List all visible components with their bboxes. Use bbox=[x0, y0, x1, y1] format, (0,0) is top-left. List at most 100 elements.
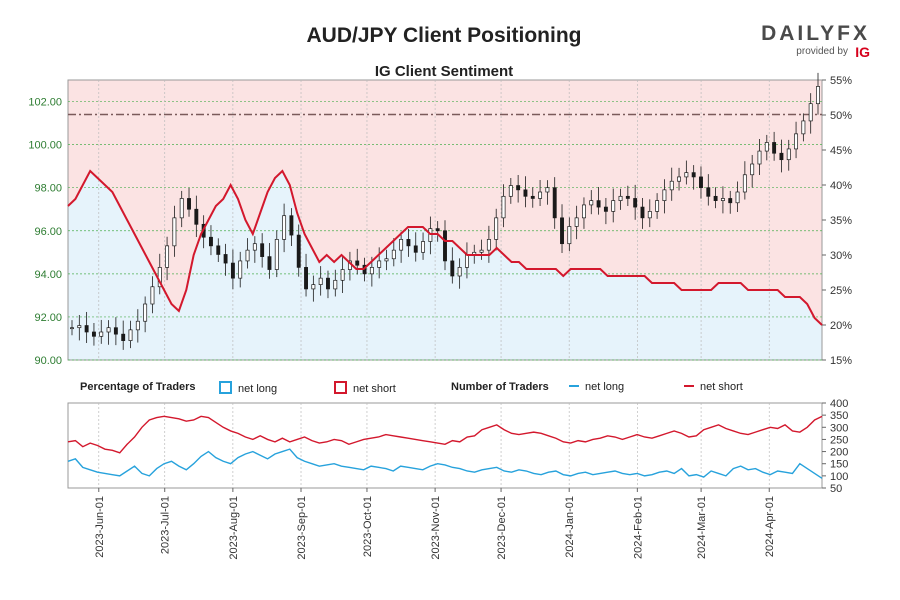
candle-body bbox=[172, 217, 177, 247]
candle-body bbox=[530, 195, 535, 199]
legend-short-line bbox=[684, 385, 694, 387]
candle-body bbox=[713, 195, 718, 201]
date-tick-label: 2024-Apr-01 bbox=[764, 496, 776, 557]
candle-body bbox=[267, 256, 272, 270]
candle-body bbox=[603, 206, 608, 212]
pct-tick-label: 15% bbox=[830, 355, 852, 367]
count-tick-label: 350 bbox=[830, 410, 848, 422]
candle-body bbox=[699, 176, 703, 189]
legend-pct-long: net long bbox=[219, 381, 277, 395]
pct-tick-label: 45% bbox=[830, 145, 852, 157]
candle-body bbox=[428, 228, 433, 242]
candle-body bbox=[399, 239, 404, 251]
candle-body bbox=[135, 320, 140, 331]
candle-body bbox=[786, 148, 791, 161]
candle-body bbox=[691, 172, 696, 178]
candle-body bbox=[311, 284, 316, 290]
count-tick-label: 300 bbox=[830, 422, 848, 434]
candle-body bbox=[194, 208, 199, 225]
pct-tick-label: 25% bbox=[830, 285, 852, 297]
net-long-pct-line bbox=[67, 169, 823, 326]
legend-num-long: net long bbox=[569, 381, 624, 393]
count-tick-label: 200 bbox=[830, 447, 848, 459]
candle-body bbox=[333, 279, 338, 290]
candle-body bbox=[486, 239, 491, 251]
candle-body bbox=[757, 150, 762, 165]
price-tick-label: 94.00 bbox=[34, 269, 62, 281]
candle-body bbox=[479, 249, 484, 253]
candle-body bbox=[501, 195, 506, 219]
candle-body bbox=[187, 198, 191, 210]
candle-body bbox=[369, 267, 374, 275]
legend-long-swatch bbox=[219, 381, 232, 394]
candle-body bbox=[816, 86, 820, 105]
candle-body bbox=[326, 277, 330, 290]
candle-body bbox=[296, 234, 301, 268]
candle-body bbox=[391, 249, 396, 260]
candle-body bbox=[260, 243, 265, 257]
net-short-area bbox=[68, 80, 822, 325]
legend-short-swatch bbox=[334, 381, 347, 394]
chart-title: AUD/JPY Client Positioning bbox=[306, 24, 582, 47]
count-tick-label: 50 bbox=[830, 483, 842, 495]
candle-body bbox=[457, 267, 462, 277]
candle-body bbox=[406, 239, 411, 247]
candle-body bbox=[560, 217, 564, 245]
date-tick-label: 2023-Dec-01 bbox=[496, 496, 508, 560]
candle-body bbox=[574, 217, 579, 227]
price-tick-label: 98.00 bbox=[34, 183, 62, 195]
candle-body bbox=[150, 286, 155, 305]
candle-body bbox=[238, 260, 243, 279]
dailyfx-logo: DAILYFX provided by IG bbox=[755, 22, 870, 64]
price-tick-label: 100.00 bbox=[28, 140, 62, 152]
candle-body bbox=[179, 198, 184, 219]
candle-body bbox=[113, 327, 118, 335]
logo-ig: IG bbox=[855, 44, 870, 60]
legend-num-long-label: net long bbox=[585, 381, 625, 393]
candle-body bbox=[633, 198, 638, 208]
candle-body bbox=[165, 245, 170, 268]
candle-body bbox=[245, 249, 250, 262]
logo-provided-by: provided by bbox=[796, 46, 848, 57]
legend-pct-short-label: net short bbox=[353, 383, 396, 395]
candle-body bbox=[230, 262, 235, 279]
candle-body bbox=[77, 325, 82, 329]
price-tick-label: 92.00 bbox=[34, 312, 62, 324]
pct-tick-label: 40% bbox=[830, 180, 852, 192]
pct-tick-label: 30% bbox=[830, 250, 852, 262]
candle-body bbox=[545, 187, 550, 193]
candle-body bbox=[106, 327, 111, 333]
date-tick-label: 2023-Nov-01 bbox=[430, 496, 442, 560]
count-tick-label: 100 bbox=[830, 471, 848, 483]
legend-pct-short: net short bbox=[334, 381, 396, 395]
legend-num-short-label: net short bbox=[700, 381, 743, 393]
candle-body bbox=[589, 200, 594, 206]
net-short-count-line bbox=[67, 415, 823, 454]
candle-body bbox=[516, 185, 521, 191]
date-tick-label: 2024-Feb-01 bbox=[632, 496, 644, 559]
candle-body bbox=[340, 269, 345, 281]
date-tick-label: 2024-Jan-01 bbox=[564, 496, 576, 558]
candle-body bbox=[494, 217, 499, 240]
candle-body bbox=[443, 230, 447, 262]
chart-subtitle: IG Client Sentiment bbox=[374, 63, 514, 80]
candle-body bbox=[121, 333, 126, 341]
legend-long-line bbox=[569, 385, 579, 387]
legend-num-title: Number of Traders bbox=[451, 381, 549, 393]
candle-body bbox=[794, 133, 799, 150]
date-tick-label: 2024-Mar-01 bbox=[696, 496, 708, 559]
price-tick-label: 90.00 bbox=[34, 355, 62, 367]
pct-tick-label: 50% bbox=[830, 110, 852, 122]
candle-body bbox=[779, 152, 784, 161]
candle-body bbox=[70, 327, 74, 330]
candle-body bbox=[128, 329, 133, 341]
candle-body bbox=[625, 195, 630, 199]
candle-body bbox=[209, 236, 213, 247]
candle-body bbox=[618, 195, 623, 201]
date-tick-label: 2023-Jul-01 bbox=[160, 496, 172, 554]
legend-pct-long-label: net long bbox=[238, 383, 278, 395]
candle-body bbox=[552, 187, 557, 219]
candle-body bbox=[647, 211, 652, 219]
pct-tick-label: 20% bbox=[830, 320, 852, 332]
